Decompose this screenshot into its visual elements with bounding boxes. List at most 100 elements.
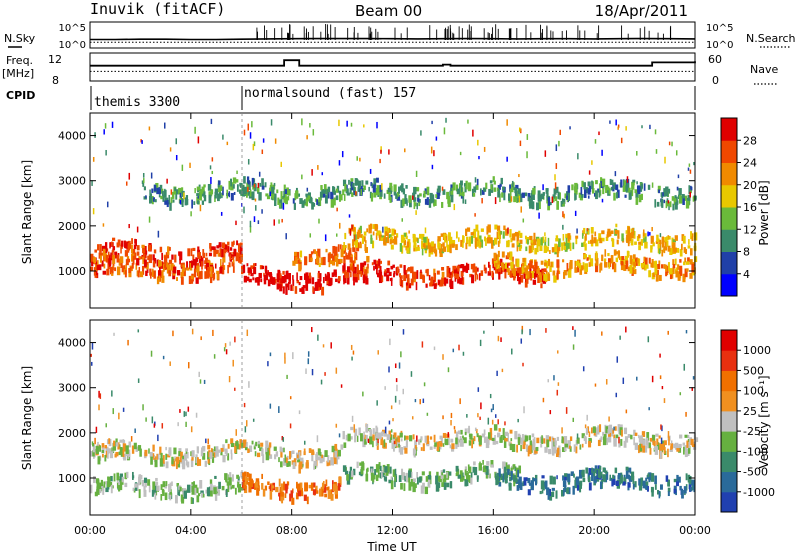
heatmap-cell: [598, 131, 600, 136]
heatmap-cell: [613, 192, 616, 201]
heatmap-cell: [123, 453, 127, 461]
heatmap-cell: [324, 195, 328, 204]
heatmap-cell: [623, 179, 625, 188]
heatmap-cell: [558, 140, 560, 147]
heatmap-cell: [222, 134, 224, 140]
heatmap-cell: [433, 434, 436, 443]
heatmap-cell: [109, 451, 114, 459]
heatmap-cell: [98, 264, 102, 271]
heatmap-cell: [424, 435, 429, 443]
heatmap-cell: [613, 438, 617, 447]
heatmap-cell: [247, 267, 252, 273]
heatmap-cell: [455, 184, 459, 192]
heatmap-cell: [620, 179, 623, 188]
heatmap-cell: [278, 493, 282, 501]
heatmap-cell: [616, 192, 619, 199]
heatmap-cell: [411, 271, 414, 279]
heatmap-cell: [298, 464, 301, 474]
heatmap-cell: [490, 408, 493, 413]
heatmap-cell: [470, 232, 474, 236]
heatmap-cell: [422, 443, 425, 452]
heatmap-cell: [684, 268, 688, 278]
heatmap-cell: [386, 464, 390, 473]
heatmap-cell: [420, 485, 424, 494]
velocity-colorbar-label: Velocity [m s⁻¹]: [757, 375, 771, 468]
heatmap-cell: [642, 480, 646, 489]
heatmap-cell: [303, 451, 306, 456]
heatmap-cell: [108, 260, 112, 267]
heatmap-cell: [266, 195, 271, 200]
heatmap-cell: [640, 262, 645, 268]
heatmap-cell: [360, 189, 362, 196]
heatmap-cell: [687, 438, 690, 443]
heatmap-cell: [250, 269, 253, 277]
heatmap-cell: [405, 435, 409, 440]
heatmap-cell: [273, 446, 277, 451]
heatmap-cell: [197, 246, 200, 252]
heatmap-cell: [599, 263, 601, 273]
freq-plot-area: [90, 59, 696, 72]
heatmap-cell: [397, 435, 401, 443]
heatmap-cell: [187, 362, 190, 369]
heatmap-cell: [327, 486, 330, 492]
heatmap-cell: [143, 186, 146, 191]
heatmap-cell: [261, 473, 264, 479]
heatmap-cell: [468, 475, 471, 482]
heatmap-cell: [347, 266, 351, 273]
heatmap-cell: [298, 451, 301, 460]
heatmap-cell: [157, 485, 160, 491]
heatmap-cell: [511, 348, 513, 355]
heatmap-cell: [374, 223, 378, 231]
heatmap-cell: [452, 182, 456, 191]
heatmap-cell: [620, 137, 623, 144]
heatmap-cell: [415, 170, 418, 178]
heatmap-cell: [369, 436, 373, 445]
heatmap-cell: [531, 481, 534, 491]
heatmap-cell: [200, 189, 203, 195]
heatmap-cell: [641, 193, 643, 200]
heatmap-cell: [464, 428, 467, 434]
heatmap-cell: [437, 243, 441, 250]
heatmap-cell: [416, 471, 418, 479]
heatmap-cell: [91, 342, 94, 350]
heatmap-cell: [185, 421, 187, 427]
heatmap-cell: [400, 199, 404, 208]
heatmap-cell: [327, 489, 332, 499]
heatmap-cell: [569, 126, 571, 130]
heatmap-cell: [109, 242, 111, 249]
heatmap-cell: [264, 266, 268, 274]
heatmap-cell: [579, 481, 583, 486]
colorbar-tick-label: 20: [743, 179, 757, 192]
heatmap-cell: [209, 479, 213, 485]
heatmap-cell: [667, 188, 671, 194]
heatmap-cell: [443, 127, 446, 135]
heatmap-cell: [138, 489, 141, 499]
heatmap-cell: [138, 256, 141, 260]
heatmap-cell: [521, 434, 524, 441]
heatmap-cell: [367, 263, 369, 269]
heatmap-cell: [225, 488, 228, 497]
heatmap-cell: [102, 270, 107, 275]
heatmap-cell: [363, 434, 366, 441]
heatmap-cell: [268, 486, 271, 490]
heatmap-cell: [688, 163, 691, 167]
heatmap-cell: [457, 430, 461, 435]
heatmap-cell: [221, 242, 226, 249]
heatmap-cell: [605, 471, 609, 480]
heatmap-cell: [124, 482, 128, 488]
heatmap-cell: [661, 249, 664, 257]
heatmap-cell: [148, 485, 151, 493]
heatmap-cell: [609, 424, 613, 433]
heatmap-cell: [548, 436, 552, 442]
heatmap-cell: [483, 436, 487, 443]
heatmap-cell: [530, 270, 534, 279]
heatmap-cell: [625, 230, 629, 234]
heatmap-cell: [446, 482, 450, 488]
heatmap-cell: [421, 341, 424, 348]
heatmap-cell: [689, 169, 692, 174]
heatmap-cell: [280, 483, 285, 491]
heatmap-cell: [430, 243, 434, 253]
heatmap-cell: [551, 439, 554, 449]
heatmap-cell: [218, 187, 221, 193]
heatmap-cell: [587, 188, 591, 195]
